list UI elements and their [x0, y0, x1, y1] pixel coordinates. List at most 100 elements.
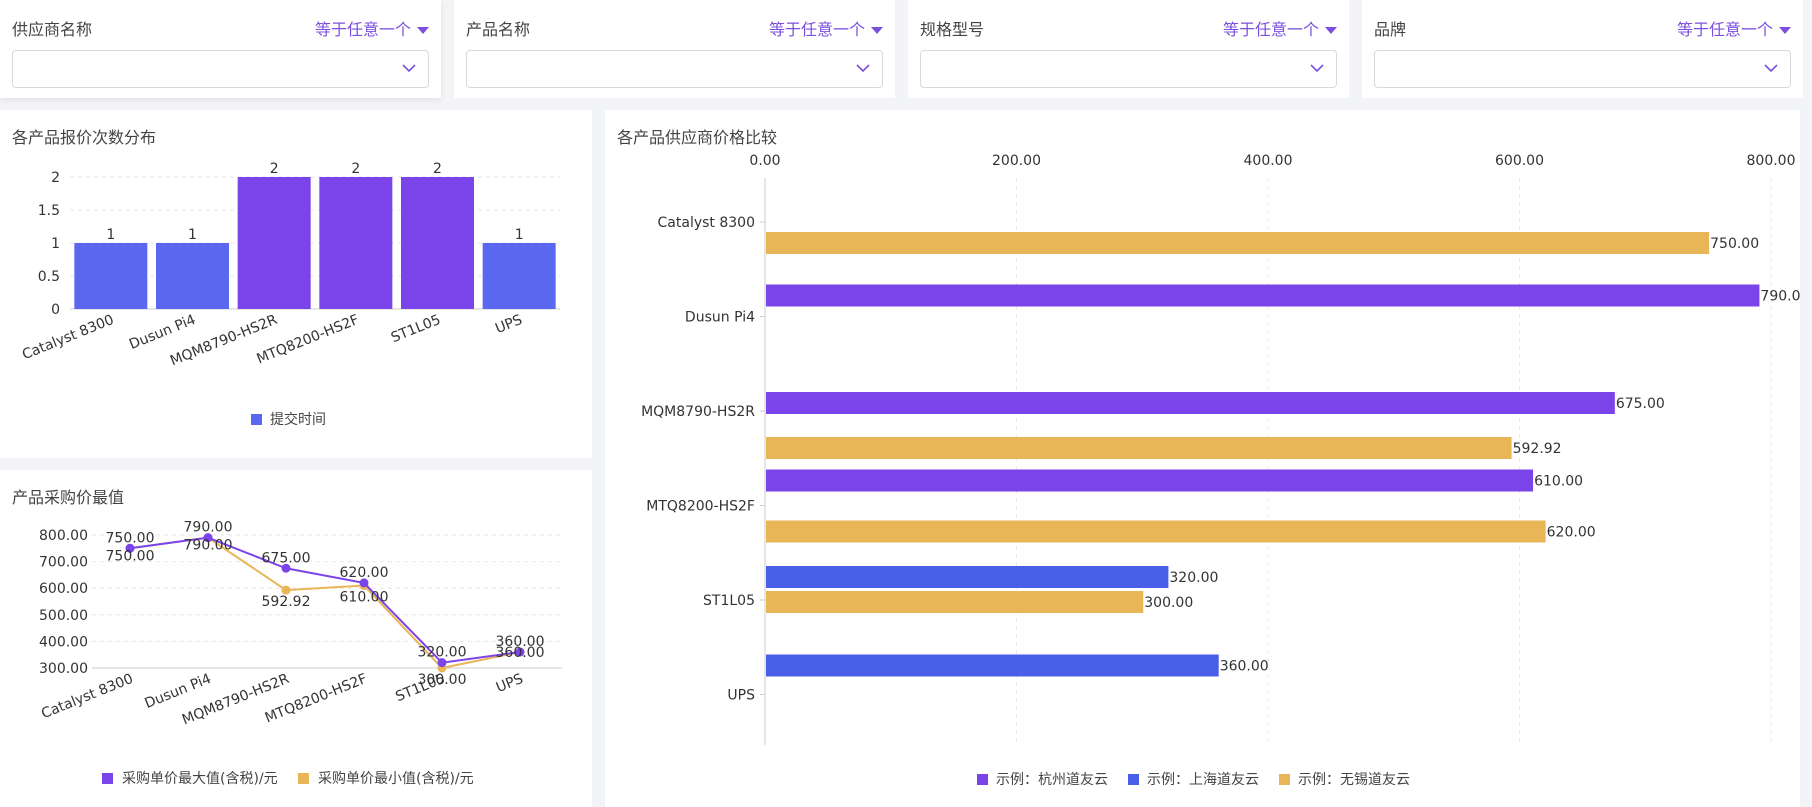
- y-tick-label: 300.00: [39, 661, 88, 677]
- data-label: 592.92: [262, 594, 311, 610]
- chevron-down-icon: [1310, 64, 1324, 73]
- supplier-compare-chart: 0.00 200.00 400.00 600.00 800.00 Catalyst 830…: [641, 153, 1800, 788]
- y-tick-label: 0: [51, 302, 60, 318]
- caret-down-icon: [1779, 27, 1791, 34]
- data-label: 360.00: [496, 645, 545, 661]
- data-label: 1: [188, 227, 197, 243]
- bar: [74, 243, 148, 309]
- bar: [766, 232, 1710, 254]
- filter-label: 品牌: [1374, 20, 1407, 39]
- legend-swatch: [251, 414, 262, 425]
- filter-select[interactable]: [1374, 50, 1791, 88]
- price-extremes-card: 产品采购价最值 300.00 400.00 500.00 600.00 700.00 80…: [0, 470, 592, 807]
- data-label: 1: [106, 227, 115, 243]
- filter-operator-label: 等于任意一个: [1222, 20, 1319, 39]
- filter-operator-dropdown[interactable]: 等于任意一个: [1223, 16, 1337, 40]
- y-tick-label: MQM8790-HS2R: [641, 404, 755, 420]
- y-tick-label: MTQ8200-HS2F: [646, 499, 755, 515]
- filter-header: 供应商名称 等于任意一个: [12, 14, 429, 40]
- bar: [319, 177, 393, 309]
- data-label: 2: [270, 161, 279, 177]
- y-tick-label: Dusun Pi4: [685, 310, 755, 326]
- chart-title: 各产品报价次数分布: [12, 128, 157, 147]
- y-tick-label: 0.5: [38, 269, 60, 285]
- data-point: [515, 647, 525, 657]
- bar: [766, 284, 1760, 307]
- data-label: 790.00: [184, 520, 233, 536]
- x-tick-label: 800.00: [1747, 153, 1796, 169]
- data-point: [281, 585, 291, 595]
- y-tick-label: 800.00: [39, 528, 88, 544]
- legend-label: 示例：杭州道友云: [996, 772, 1108, 788]
- legend-label: 采购单价最小值(含税)/元: [318, 771, 474, 787]
- bar: [401, 177, 474, 309]
- bar: [766, 520, 1546, 543]
- filter-card-spec: 规格型号 等于任意一个: [908, 0, 1349, 98]
- filter-card-brand: 品牌 等于任意一个: [1362, 0, 1803, 98]
- y-tick-label: 500.00: [39, 608, 88, 624]
- filter-header: 规格型号 等于任意一个: [920, 14, 1337, 40]
- filter-operator-label: 等于任意一个: [314, 20, 411, 39]
- data-label: 300.00: [418, 672, 467, 688]
- x-tick-label: ST1L05: [389, 312, 443, 346]
- y-tick-label: 700.00: [39, 555, 88, 571]
- legend-label: 采购单价最大值(含税)/元: [122, 771, 278, 787]
- chevron-down-icon: [856, 64, 870, 73]
- data-label: 300.00: [1144, 595, 1193, 611]
- filter-card-product: 产品名称 等于任意一个: [454, 0, 895, 98]
- bar: [766, 392, 1615, 414]
- filter-select[interactable]: [12, 50, 429, 88]
- legend-swatch: [102, 773, 113, 784]
- y-tick-label: UPS: [727, 688, 755, 704]
- series-line: [129, 536, 521, 664]
- filter-header: 产品名称 等于任意一个: [466, 14, 883, 40]
- legend-swatch: [298, 773, 309, 784]
- filter-operator-dropdown[interactable]: 等于任意一个: [769, 16, 883, 40]
- x-tick-label: Catalyst 8300: [39, 671, 135, 722]
- quote-count-card: 各产品报价次数分布 0 0.5 1 1.5 2 1 Catalyst 8300 1 Dusun …: [0, 110, 592, 458]
- filter-operator-dropdown[interactable]: 等于任意一个: [1677, 16, 1791, 40]
- data-label: 620.00: [1547, 525, 1596, 541]
- data-label: 610.00: [1534, 474, 1583, 490]
- filter-operator-label: 等于任意一个: [768, 20, 865, 39]
- filter-label: 规格型号: [920, 20, 985, 39]
- filter-label: 供应商名称: [12, 20, 93, 39]
- filter-select[interactable]: [466, 50, 883, 88]
- data-label: 750.00: [106, 548, 155, 564]
- filter-label: 产品名称: [466, 20, 531, 39]
- x-tick-label: 200.00: [992, 153, 1041, 169]
- data-label: 790.00: [1760, 289, 1800, 305]
- bar: [237, 177, 311, 309]
- y-tick-label: 2: [51, 170, 60, 186]
- y-tick-label: 400.00: [39, 634, 88, 650]
- data-point: [437, 658, 447, 668]
- price-extremes-chart: 300.00 400.00 500.00 600.00 700.00 800.00 Cata…: [39, 520, 562, 787]
- filter-operator-label: 等于任意一个: [1676, 20, 1773, 39]
- legend-label: 示例：无锡道友云: [1298, 772, 1410, 788]
- filter-select[interactable]: [920, 50, 1337, 88]
- data-label: 790.00: [184, 538, 233, 554]
- legend-swatch: [977, 774, 988, 785]
- data-label: 2: [351, 161, 360, 177]
- x-tick-label: 0.00: [749, 153, 780, 169]
- chevron-down-icon: [1764, 64, 1778, 73]
- bar: [766, 469, 1534, 492]
- y-tick-label: 1: [51, 236, 60, 252]
- data-label: 320.00: [1169, 570, 1218, 586]
- data-point: [203, 533, 213, 543]
- data-point: [125, 543, 135, 553]
- data-label: 592.92: [1513, 441, 1562, 457]
- bar: [766, 566, 1169, 588]
- data-label: 2: [433, 161, 442, 177]
- bar: [156, 243, 229, 309]
- y-tick-label: 1.5: [38, 203, 60, 219]
- bar: [766, 591, 1144, 613]
- filter-operator-dropdown[interactable]: 等于任意一个: [315, 16, 429, 40]
- data-label: 675.00: [1616, 396, 1665, 412]
- chart-title: 各产品供应商价格比较: [617, 128, 778, 147]
- bar: [766, 654, 1219, 677]
- caret-down-icon: [417, 27, 429, 34]
- data-label: 750.00: [106, 530, 155, 546]
- data-label: 620.00: [340, 565, 389, 581]
